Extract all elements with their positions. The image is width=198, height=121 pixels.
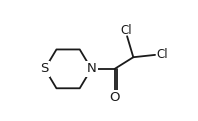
Text: Cl: Cl <box>121 24 132 37</box>
Text: O: O <box>109 91 120 104</box>
Text: Cl: Cl <box>157 48 168 61</box>
Text: S: S <box>41 62 49 75</box>
Text: N: N <box>87 62 96 75</box>
